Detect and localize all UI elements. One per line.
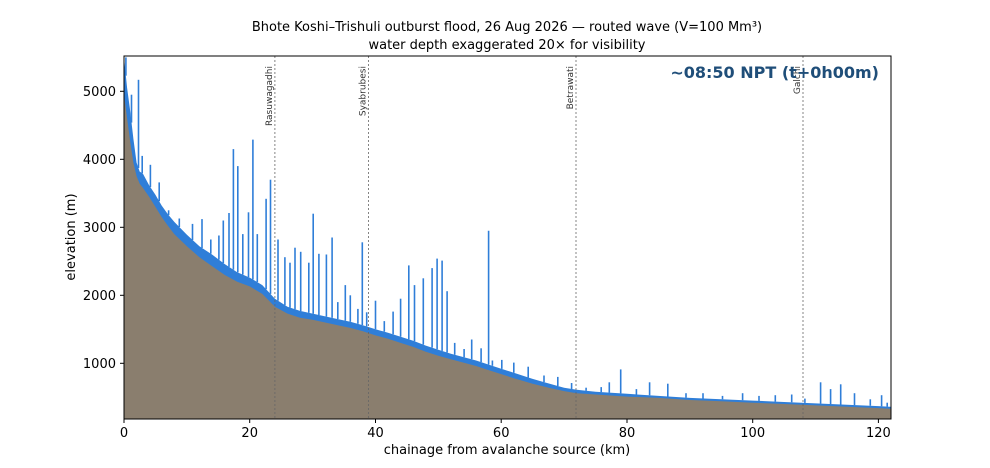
plot-area: Rasuwagadhi Syabrubesi Betrawati Galchi	[124, 56, 891, 419]
y-tick-label: 3000	[83, 221, 116, 236]
x-tick-label: 60	[493, 426, 510, 441]
y-axis-ticks: 1000 2000 3000 4000 5000	[83, 85, 124, 372]
x-axis-label: chainage from avalanche source (km)	[384, 443, 631, 458]
marker-label: Betrawati	[566, 66, 576, 109]
river-bed-area	[124, 94, 891, 419]
wave-spikes	[125, 57, 889, 407]
x-tick-label: 120	[866, 426, 891, 441]
marker-label: Syabrubesi	[359, 66, 369, 116]
location-markers: Rasuwagadhi Syabrubesi Betrawati Galchi	[265, 56, 804, 419]
x-tick-label: 20	[241, 426, 258, 441]
chart-subtitle: water depth exaggerated 20× for visibili…	[368, 38, 645, 53]
y-tick-label: 2000	[83, 289, 116, 304]
y-tick-label: 4000	[83, 153, 116, 168]
chart-title: Bhote Koshi–Trishuli outburst flood, 26 …	[252, 20, 762, 35]
x-tick-label: 80	[619, 426, 636, 441]
marker-label: Rasuwagadhi	[265, 66, 275, 126]
plot-frame	[123, 55, 892, 420]
y-tick-label: 1000	[83, 357, 116, 372]
y-tick-label: 5000	[83, 85, 116, 100]
x-tick-label: 0	[120, 426, 128, 441]
time-annotation: ~08:50 NPT (t+0h00m)	[670, 63, 879, 82]
x-tick-label: 100	[740, 426, 765, 441]
x-axis-ticks: 0 20 40 60 80 100 120	[120, 419, 891, 441]
y-axis-label: elevation (m)	[64, 193, 79, 280]
marker-label: Galchi	[793, 66, 803, 94]
x-tick-label: 40	[367, 426, 384, 441]
